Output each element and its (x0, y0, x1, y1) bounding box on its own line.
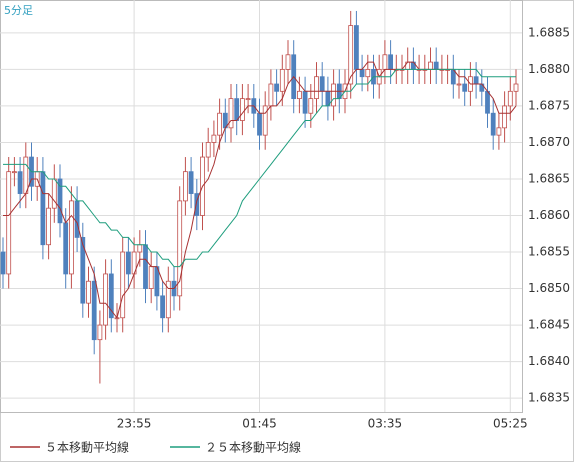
candle-body (257, 112, 262, 136)
candle-body (108, 273, 114, 319)
y-tick-label: 1.6865 (528, 171, 570, 185)
candle-body (160, 295, 166, 319)
candle-body (353, 25, 359, 70)
candle-body (262, 105, 268, 136)
y-tick-label: 1.6870 (528, 135, 570, 149)
candle-body (382, 54, 388, 70)
candle-body (194, 193, 200, 216)
candle-body (331, 83, 337, 107)
candle-body (0, 251, 6, 275)
candle-body (188, 171, 194, 194)
candle-body (279, 68, 285, 92)
candle-body (428, 61, 433, 70)
candle-body (502, 105, 508, 129)
x-tick-label: 01:45 (242, 417, 277, 431)
candle-body (126, 251, 131, 275)
candle-body (296, 90, 302, 100)
y-tick-label: 1.6875 (528, 98, 570, 112)
candle-body (274, 83, 280, 92)
candle-body (285, 54, 291, 70)
ma-line (3, 68, 516, 268)
candle-body (6, 171, 12, 275)
candle-body (69, 200, 74, 275)
candle-body (137, 244, 143, 253)
y-tick-label: 1.6855 (528, 245, 570, 259)
candle-body (11, 171, 17, 174)
candle-body (46, 207, 51, 246)
y-tick-label: 1.6845 (528, 318, 570, 332)
candle-body (239, 98, 245, 121)
candle-body (365, 68, 371, 78)
legend-label: ２５本移動平均線 (205, 440, 301, 455)
x-tick-label: 03:35 (368, 417, 403, 431)
y-tick-label: 1.6835 (528, 391, 570, 405)
candle-body (120, 251, 126, 319)
candle-body (80, 237, 86, 304)
y-tick-label: 1.6880 (528, 62, 570, 76)
y-tick-label: 1.6860 (528, 208, 570, 222)
candle-body (103, 273, 108, 326)
candle-body (165, 280, 171, 319)
candle-body (51, 178, 57, 209)
candle-body (205, 142, 211, 158)
chart-title: 5分足 (4, 4, 33, 17)
x-tick-label: 23:55 (117, 417, 152, 431)
legend-label: ５本移動平均線 (45, 440, 129, 455)
candle-body (485, 90, 490, 114)
candle-body (57, 178, 63, 224)
candle-body (234, 98, 240, 121)
candle-body (91, 280, 97, 341)
candle-body (177, 200, 183, 297)
candle-body (245, 98, 251, 101)
y-tick-label: 1.6850 (528, 281, 570, 295)
candle-body (228, 98, 234, 129)
candle-body (308, 98, 314, 114)
y-tick-label: 1.6840 (528, 354, 570, 368)
candle-body (143, 244, 148, 289)
candle-body (359, 68, 365, 78)
candle-body (507, 90, 513, 107)
candle-body (490, 112, 496, 136)
candle-body (40, 171, 46, 246)
candle-body (319, 76, 325, 92)
plot-area (0, 0, 523, 413)
candle-body (456, 83, 462, 86)
candle-body (17, 171, 23, 194)
candle-body (97, 324, 103, 341)
candle-body (23, 156, 29, 194)
candle-body (496, 127, 502, 136)
y-tick-label: 1.6885 (528, 25, 570, 39)
candle-body (314, 76, 319, 100)
candle-body (74, 200, 80, 238)
candle-body (182, 171, 188, 202)
candle-body (388, 54, 394, 70)
candle-body (63, 222, 69, 275)
candle-body (513, 83, 519, 92)
x-tick-label: 05:25 (493, 417, 528, 431)
candle-body (148, 266, 154, 289)
candle-body (217, 112, 223, 136)
candle-body (433, 61, 439, 70)
candle-body (268, 83, 274, 107)
candle-body (473, 76, 479, 85)
candle-body (302, 90, 308, 114)
candle-body (86, 280, 91, 304)
candle-body (211, 134, 217, 143)
candle-body (348, 25, 354, 85)
candle-body (462, 83, 468, 92)
